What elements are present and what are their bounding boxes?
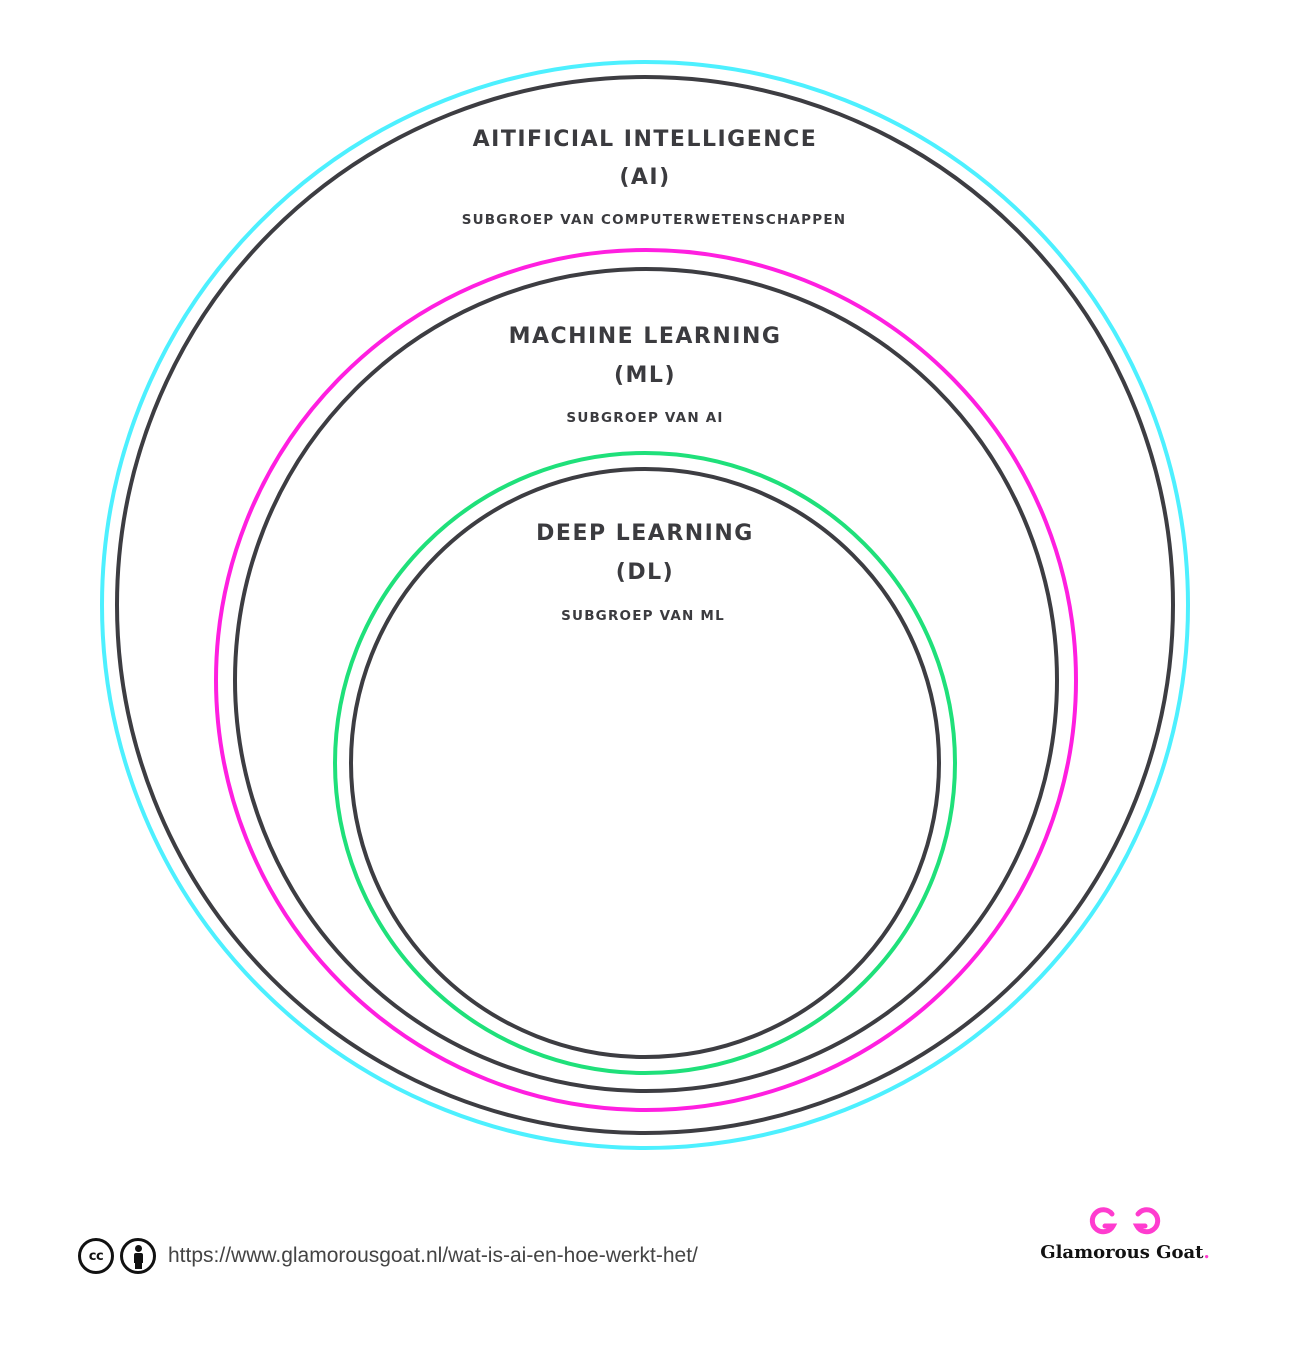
brand-name: Glamorous Goat. [1030, 1242, 1220, 1263]
glamorous-goat-logo-icon [1089, 1207, 1161, 1235]
brand-dot: . [1203, 1242, 1210, 1263]
ai-inner-ring [115, 75, 1175, 1135]
ai-outer-ring [100, 60, 1190, 1150]
dl-subtitle: SUBGROEP VAN ML [561, 608, 725, 624]
ml-inner-ring [233, 267, 1059, 1093]
attribution-icon [120, 1238, 156, 1274]
ai-circle [100, 60, 1190, 1150]
dl-outer-ring [333, 451, 957, 1075]
dl-circle [333, 451, 957, 1075]
brand-logo-block: Glamorous Goat. [1030, 1200, 1230, 1270]
brand-name-text: Glamorous Goat [1040, 1242, 1204, 1263]
ai-abbr: (AI) [619, 165, 670, 190]
ml-subtitle: SUBGROEP VAN AI [566, 410, 723, 426]
ml-outer-ring [214, 248, 1078, 1112]
source-url[interactable]: https://www.glamorousgoat.nl/wat-is-ai-e… [168, 1244, 698, 1267]
ml-abbr: (ML) [614, 363, 676, 388]
dl-inner-ring [349, 467, 941, 1059]
ml-title: MACHINE LEARNING [509, 324, 782, 349]
ml-circle [214, 248, 1078, 1112]
license-footer: cc https://www.glamorousgoat.nl/wat-is-a… [78, 1237, 698, 1275]
ai-subtitle: SUBGROEP VAN COMPUTERWETENSCHAPPEN [462, 212, 847, 228]
dl-title: DEEP LEARNING [536, 521, 754, 546]
ai-title: AITIFICIAL INTELLIGENCE [473, 127, 818, 152]
creative-commons-icon: cc [78, 1238, 114, 1274]
dl-abbr: (DL) [616, 560, 674, 585]
